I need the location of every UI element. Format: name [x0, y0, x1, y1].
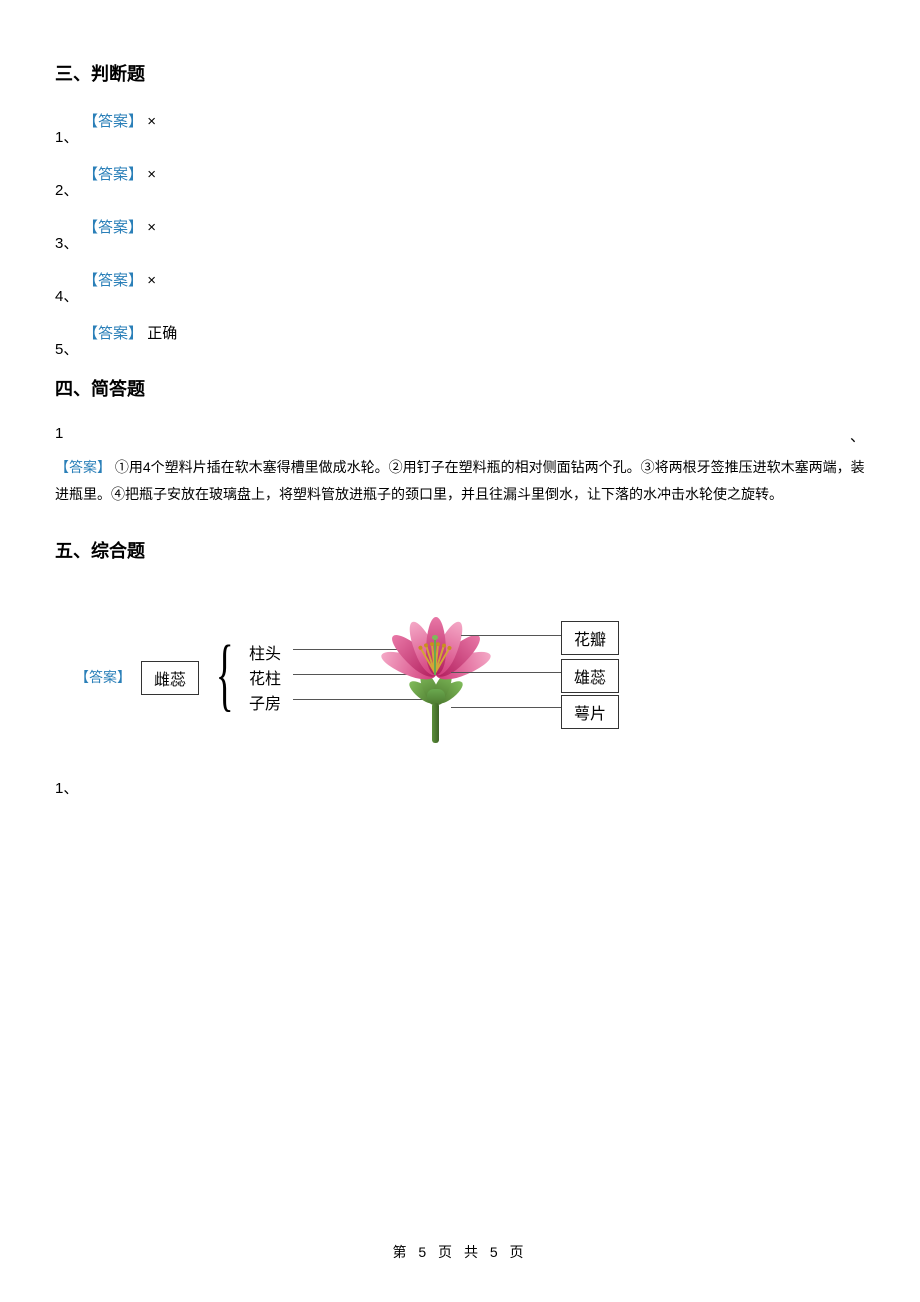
- answer-value: ×: [147, 272, 156, 289]
- judgment-item-4: 4、 【答案】 ×: [55, 269, 865, 290]
- answer-line: 【答案】 ×: [75, 163, 865, 184]
- answer-label: 【答案】: [75, 667, 131, 687]
- s4-q1-sep: 、: [850, 425, 865, 446]
- answer-line: 【答案】 ×: [75, 110, 865, 131]
- answer-line: 【答案】 ×: [75, 269, 865, 290]
- lead-line: [461, 635, 561, 636]
- judgment-item-3: 3、 【答案】 ×: [55, 216, 865, 237]
- stem-shape: [432, 703, 439, 743]
- section-5-title: 五、综合题: [55, 537, 865, 563]
- q-num: 4、: [55, 285, 78, 306]
- s4-q1-num: 1: [55, 425, 63, 446]
- judgment-item-1: 1、 【答案】 ×: [55, 110, 865, 131]
- q-num: 1、: [55, 126, 78, 147]
- flower-diagram: 雌蕊 { 柱头 花柱 子房: [141, 587, 681, 767]
- answer-label: 【答案】: [83, 325, 143, 342]
- label-petal: 花瓣: [561, 621, 619, 655]
- lead-line: [451, 707, 561, 708]
- s4-answer: 【答案】 ①用4个塑料片插在软木塞得槽里做成水轮。②用钉子在塑料瓶的相对侧面钻两…: [55, 454, 865, 507]
- answer-value: 正确: [147, 325, 177, 342]
- s5-diagram-block: 【答案】 雌蕊 { 柱头 花柱 子房: [55, 587, 865, 798]
- answer-label: 【答案】: [83, 166, 143, 183]
- s5-q1-num: 1、: [55, 777, 865, 798]
- s4-q1-row: 1 、: [55, 425, 865, 446]
- lead-line: [451, 672, 561, 673]
- label-pistil-group: 雌蕊: [141, 661, 199, 695]
- answer-line: 【答案】 正确: [75, 322, 865, 343]
- section-4-title: 四、简答题: [55, 375, 865, 401]
- section-judgment: 三、判断题 1、 【答案】 × 2、 【答案】 × 3、 【答案】 × 4、 【…: [55, 60, 865, 343]
- s4-answer-text: ①用4个塑料片插在软木塞得槽里做成水轮。②用钉子在塑料瓶的相对侧面钻两个孔。③将…: [55, 459, 865, 502]
- section-short-answer: 四、简答题 1 、 【答案】 ①用4个塑料片插在软木塞得槽里做成水轮。②用钉子在…: [55, 375, 865, 507]
- label-ovary: 子房: [249, 690, 281, 714]
- answer-value: ×: [147, 113, 156, 130]
- answer-label: 【答案】: [83, 272, 143, 289]
- diagram-wrap: 【答案】 雌蕊 { 柱头 花柱 子房: [55, 587, 865, 767]
- answer-value: ×: [147, 166, 156, 183]
- label-stamen: 雄蕊: [561, 659, 619, 693]
- pistil-shape: [434, 639, 436, 675]
- answer-value: ×: [147, 219, 156, 236]
- answer-label: 【答案】: [55, 459, 111, 475]
- bracket-left-icon: {: [216, 633, 234, 715]
- answer-label: 【答案】: [83, 113, 143, 130]
- label-sepal: 萼片: [561, 695, 619, 729]
- section-3-title: 三、判断题: [55, 60, 865, 86]
- q-num: 2、: [55, 179, 78, 200]
- page-footer: 第 5 页 共 5 页: [0, 1242, 920, 1262]
- judgment-item-5: 5、 【答案】 正确: [55, 322, 865, 343]
- q-num: 3、: [55, 232, 78, 253]
- q-num: 5、: [55, 338, 78, 359]
- label-style: 花柱: [249, 665, 281, 689]
- answer-label: 【答案】: [83, 219, 143, 236]
- judgment-item-2: 2、 【答案】 ×: [55, 163, 865, 184]
- answer-line: 【答案】 ×: [75, 216, 865, 237]
- section-comprehensive: 五、综合题 【答案】 雌蕊 { 柱头 花柱 子房: [55, 537, 865, 798]
- label-stigma: 柱头: [249, 640, 281, 664]
